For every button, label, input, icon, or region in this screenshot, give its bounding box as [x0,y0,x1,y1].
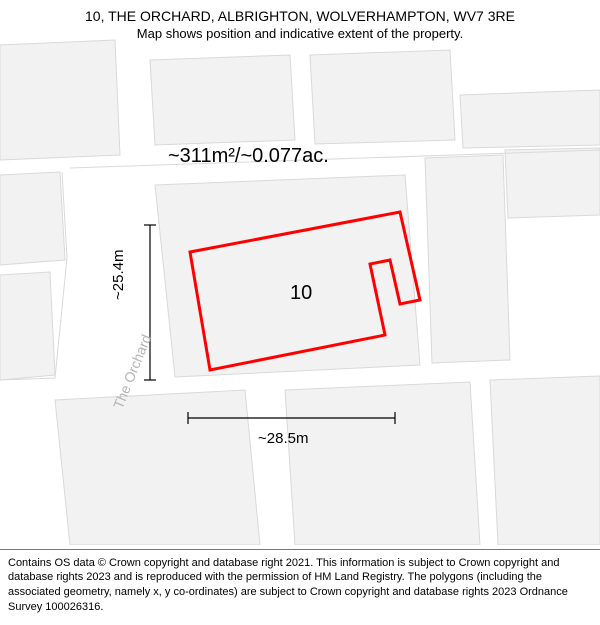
header: 10, THE ORCHARD, ALBRIGHTON, WOLVERHAMPT… [0,0,600,45]
area-label: ~311m²/~0.077ac. [168,145,329,168]
page-subtitle: Map shows position and indicative extent… [10,26,590,41]
map-svg [0,0,600,545]
dimension-horizontal-label: ~28.5m [258,430,308,447]
page-title: 10, THE ORCHARD, ALBRIGHTON, WOLVERHAMPT… [10,8,590,24]
property-number: 10 [290,282,312,305]
dimension-vertical-label: ~25.4m [110,250,127,300]
copyright-footer: Contains OS data © Crown copyright and d… [0,549,600,625]
